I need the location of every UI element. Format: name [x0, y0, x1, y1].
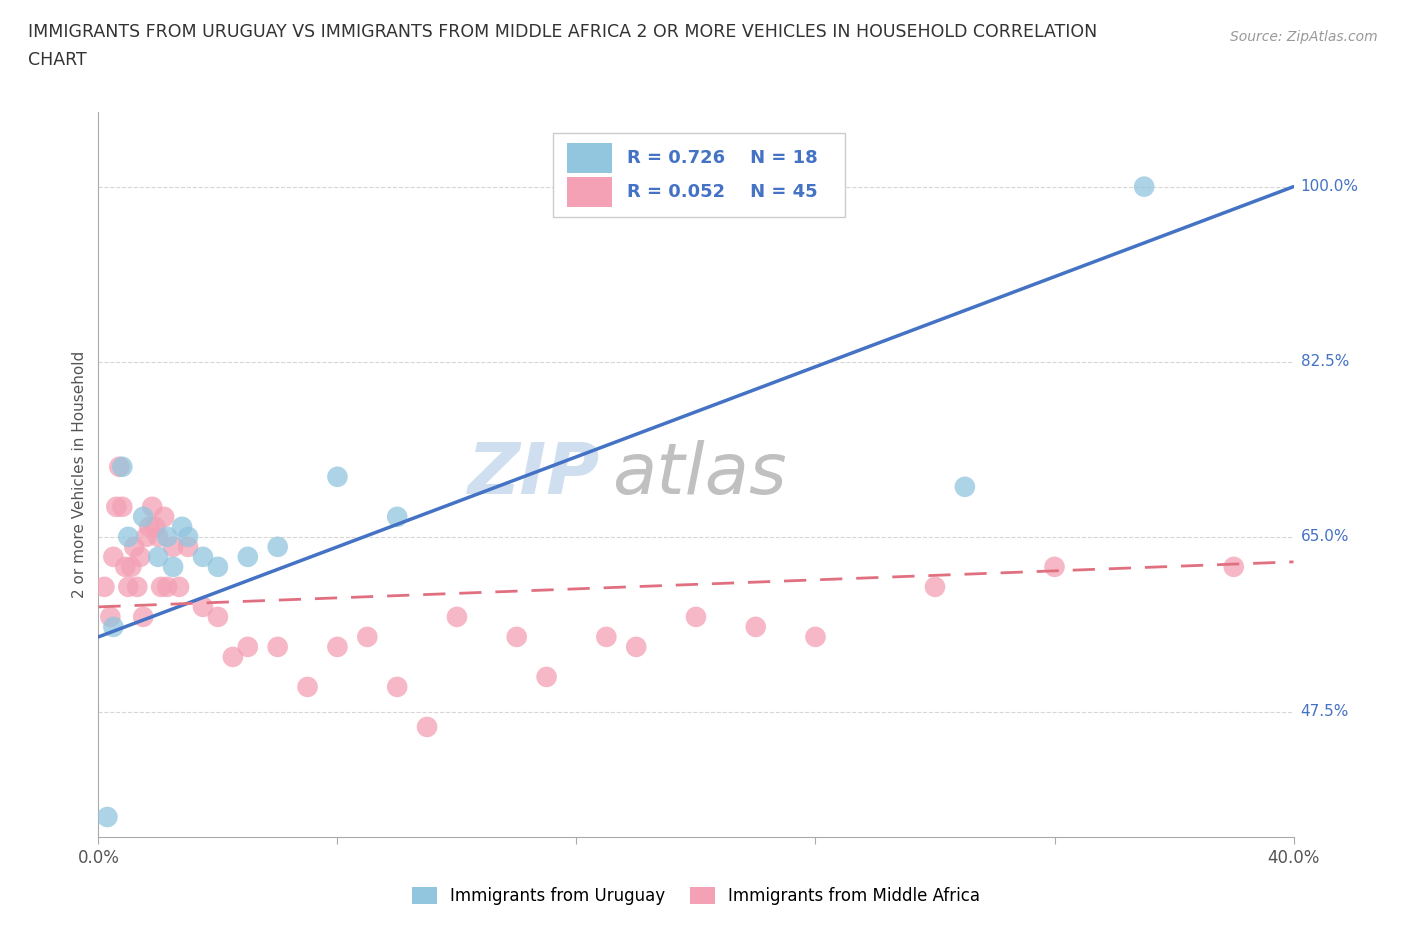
- Point: [236, 640, 259, 655]
- Point: [191, 600, 214, 615]
- Point: [326, 640, 349, 655]
- Point: [685, 609, 707, 624]
- FancyBboxPatch shape: [553, 133, 845, 217]
- Point: [150, 579, 173, 594]
- Point: [1222, 560, 1246, 575]
- Point: [132, 510, 155, 525]
- Text: 82.5%: 82.5%: [1301, 354, 1348, 369]
- Point: [135, 529, 157, 544]
- Text: 47.5%: 47.5%: [1301, 704, 1348, 720]
- Point: [114, 560, 136, 575]
- Point: [191, 550, 214, 565]
- Point: [172, 519, 194, 534]
- Point: [96, 809, 118, 824]
- Point: [745, 619, 768, 634]
- Point: [141, 499, 163, 514]
- Point: [103, 550, 125, 565]
- Text: 65.0%: 65.0%: [1301, 529, 1348, 544]
- Point: [326, 470, 349, 485]
- Point: [111, 499, 134, 514]
- Text: Source: ZipAtlas.com: Source: ZipAtlas.com: [1230, 30, 1378, 44]
- Point: [207, 609, 229, 624]
- Point: [446, 609, 468, 624]
- Point: [156, 579, 179, 594]
- Point: [222, 649, 245, 664]
- Legend: Immigrants from Uruguay, Immigrants from Middle Africa: Immigrants from Uruguay, Immigrants from…: [405, 881, 987, 912]
- Point: [1133, 179, 1156, 194]
- Point: [124, 539, 146, 554]
- Point: [108, 459, 131, 474]
- Y-axis label: 2 or more Vehicles in Household: 2 or more Vehicles in Household: [72, 351, 87, 598]
- Point: [117, 579, 139, 594]
- Text: ZIP: ZIP: [468, 440, 600, 509]
- Point: [138, 519, 160, 534]
- Point: [111, 459, 134, 474]
- Point: [167, 579, 190, 594]
- Point: [127, 579, 149, 594]
- Point: [1043, 560, 1066, 575]
- Text: R = 0.726    N = 18: R = 0.726 N = 18: [627, 149, 817, 167]
- Point: [385, 680, 409, 695]
- Point: [120, 560, 142, 575]
- Point: [924, 579, 946, 594]
- Point: [93, 579, 115, 594]
- Point: [267, 539, 290, 554]
- Point: [148, 550, 170, 565]
- Text: 100.0%: 100.0%: [1301, 179, 1358, 194]
- Point: [105, 499, 128, 514]
- FancyBboxPatch shape: [567, 177, 612, 207]
- Point: [156, 529, 179, 544]
- Point: [236, 550, 259, 565]
- Point: [132, 609, 155, 624]
- Point: [117, 529, 139, 544]
- Text: atlas: atlas: [612, 440, 787, 509]
- Point: [416, 720, 439, 735]
- Point: [153, 510, 176, 525]
- Point: [385, 510, 409, 525]
- Point: [207, 560, 229, 575]
- Point: [624, 640, 647, 655]
- Point: [595, 630, 617, 644]
- Point: [536, 670, 558, 684]
- Point: [129, 550, 152, 565]
- Point: [148, 529, 170, 544]
- Point: [267, 640, 290, 655]
- Point: [162, 560, 184, 575]
- Text: CHART: CHART: [28, 51, 87, 69]
- Point: [177, 529, 200, 544]
- Point: [804, 630, 827, 644]
- Point: [356, 630, 378, 644]
- Point: [143, 519, 166, 534]
- Point: [297, 680, 319, 695]
- Point: [506, 630, 529, 644]
- FancyBboxPatch shape: [567, 143, 612, 173]
- Point: [177, 539, 200, 554]
- Text: R = 0.052    N = 45: R = 0.052 N = 45: [627, 183, 817, 201]
- Point: [953, 479, 976, 494]
- Point: [162, 539, 184, 554]
- Point: [98, 609, 122, 624]
- Text: IMMIGRANTS FROM URUGUAY VS IMMIGRANTS FROM MIDDLE AFRICA 2 OR MORE VEHICLES IN H: IMMIGRANTS FROM URUGUAY VS IMMIGRANTS FR…: [28, 23, 1097, 41]
- Point: [103, 619, 125, 634]
